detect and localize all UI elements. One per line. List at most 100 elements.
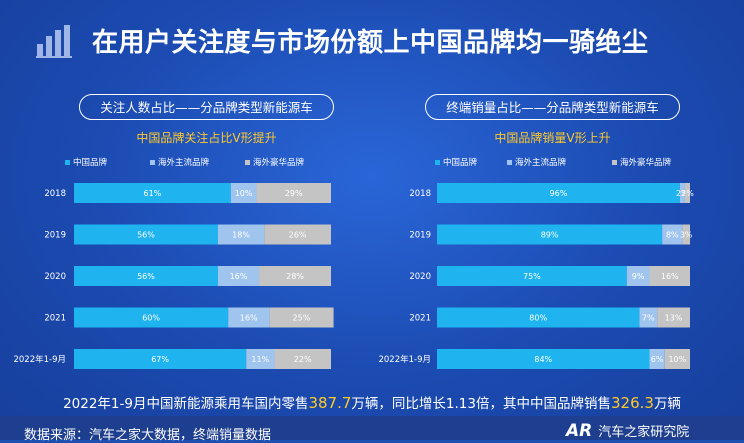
bar-segment bbox=[684, 183, 690, 203]
legend-swatch bbox=[612, 160, 617, 165]
summary-suffix: 万辆 bbox=[653, 396, 681, 412]
legend-swatch bbox=[435, 160, 440, 165]
bar-segment bbox=[649, 266, 690, 286]
bar-segment bbox=[246, 349, 275, 369]
legend-item-overseas-main: 海外主流品牌 bbox=[507, 156, 566, 168]
bottom-strip bbox=[0, 416, 744, 440]
page-title: 在用户关注度与市场份额上中国品牌均一骑绝尘 bbox=[92, 28, 649, 58]
left-panel-title: 关注人数占比——分品牌类型新能源车 bbox=[79, 94, 334, 120]
right-panel-subtitle: 中国品牌销量V形上升 bbox=[494, 131, 611, 145]
category-label: 2022年1-9月 bbox=[378, 354, 431, 365]
data-label: 96% bbox=[550, 189, 568, 198]
data-label: 25% bbox=[293, 314, 311, 323]
category-label: 2018 bbox=[44, 189, 66, 199]
summary-value-china: 326.3 bbox=[610, 394, 654, 412]
data-label: 56% bbox=[137, 231, 155, 240]
legend-swatch bbox=[245, 160, 250, 165]
legend-item-overseas-main: 海外主流品牌 bbox=[150, 156, 209, 168]
bar-segment bbox=[682, 224, 690, 245]
data-label: 80% bbox=[529, 314, 547, 323]
bar-segment bbox=[74, 307, 229, 328]
data-label: 3% bbox=[680, 231, 693, 240]
category-label: 2021 bbox=[44, 314, 66, 324]
legend-label: 海外豪华品牌 bbox=[620, 158, 672, 168]
data-label: 8% bbox=[666, 231, 679, 240]
data-label: 61% bbox=[143, 189, 161, 198]
bar-segment bbox=[256, 183, 331, 203]
bar-segment bbox=[664, 349, 690, 369]
summary-mid: 万辆，同比增长1.13倍，其中中国品牌销售 bbox=[351, 396, 611, 412]
bar-segment bbox=[437, 183, 680, 203]
data-label: 16% bbox=[240, 314, 258, 323]
data-label: 10% bbox=[668, 355, 686, 364]
left-panel-subtitle: 中国品牌关注占比V形提升 bbox=[136, 131, 277, 145]
data-label: 89% bbox=[541, 231, 559, 240]
summary-line: 2022年1-9月中国新能源乘用车国内零售387.7万辆，同比增长1.13倍，其… bbox=[0, 392, 744, 412]
category-label: 2020 bbox=[409, 272, 431, 282]
data-label: 11% bbox=[251, 355, 269, 364]
legend-label: 中国品牌 bbox=[73, 158, 108, 168]
data-label: 29% bbox=[285, 189, 303, 198]
bar-segment bbox=[259, 266, 331, 286]
data-label: 67% bbox=[151, 355, 169, 364]
data-label: 28% bbox=[286, 272, 304, 281]
bar-segment bbox=[437, 266, 627, 286]
data-label: 84% bbox=[534, 355, 552, 364]
bar-segment bbox=[264, 224, 331, 245]
legend-item-china: 中国品牌 bbox=[65, 156, 107, 168]
data-label: 60% bbox=[142, 314, 160, 323]
category-label: 2022年1-9月 bbox=[13, 354, 66, 365]
category-label: 2019 bbox=[44, 231, 66, 241]
org-name: 汽车之家研究院 bbox=[598, 425, 690, 440]
bar-segment bbox=[74, 224, 218, 245]
data-label: 13% bbox=[665, 314, 683, 323]
bar-segment bbox=[437, 307, 640, 328]
data-label: 2% bbox=[681, 189, 694, 198]
bar-segment bbox=[437, 349, 650, 369]
legend-item-china: 中国品牌 bbox=[435, 156, 477, 168]
right-stacked-bar-chart: 2018 96% 2%2% 2019 89% 8% 3% 2020 75% 9% 16% 2021 80… bbox=[378, 183, 694, 369]
bar-segment bbox=[649, 349, 665, 369]
bar-segment bbox=[228, 307, 270, 328]
summary-value-total: 387.7 bbox=[308, 394, 352, 412]
bar-segment bbox=[657, 307, 690, 328]
legend-item-overseas-lux: 海外豪华品牌 bbox=[612, 156, 671, 168]
bar-segment bbox=[74, 349, 247, 369]
data-label: 75% bbox=[523, 272, 541, 281]
bar-segment bbox=[230, 183, 257, 203]
bar-segment bbox=[662, 224, 683, 245]
legend-swatch bbox=[507, 160, 512, 165]
bar-segment bbox=[274, 349, 331, 369]
left-stacked-bar-chart: 2018 61% 10% 29% 2019 56% 18% 26% 2020 56% 16% 28% 2… bbox=[13, 183, 334, 369]
category-label: 2018 bbox=[409, 189, 431, 199]
data-label: 6% bbox=[651, 355, 664, 364]
summary-prefix: 2022年1-9月中国新能源乘用车国内零售 bbox=[63, 396, 309, 412]
legend-label: 海外豪华品牌 bbox=[253, 158, 305, 168]
data-label: 16% bbox=[230, 272, 248, 281]
data-label: 16% bbox=[661, 272, 679, 281]
bar-segment bbox=[217, 266, 260, 286]
legend-label: 中国品牌 bbox=[443, 158, 478, 168]
data-source: 数据来源：汽车之家大数据，终端销量数据 bbox=[24, 428, 272, 443]
bar-segment bbox=[626, 266, 650, 286]
data-label: 18% bbox=[232, 231, 250, 240]
bar-segment bbox=[639, 307, 658, 328]
category-label: 2019 bbox=[409, 231, 431, 241]
data-label: 9% bbox=[632, 272, 645, 281]
bar-segment bbox=[74, 266, 218, 286]
category-label: 2020 bbox=[44, 272, 66, 282]
data-label: 7% bbox=[642, 314, 655, 323]
data-label: 2% bbox=[676, 189, 689, 198]
legend-label: 海外主流品牌 bbox=[515, 158, 567, 168]
category-label: 2021 bbox=[409, 314, 431, 324]
data-label: 26% bbox=[289, 231, 307, 240]
bar-segment bbox=[679, 183, 685, 203]
legend-swatch bbox=[150, 160, 155, 165]
legend-swatch bbox=[65, 160, 70, 165]
bar-segment bbox=[437, 224, 663, 245]
bar-segment bbox=[269, 307, 334, 328]
data-label: 10% bbox=[235, 189, 253, 198]
bar-chart-icon bbox=[36, 25, 72, 58]
bar-segment bbox=[74, 183, 231, 203]
data-label: 22% bbox=[294, 355, 312, 364]
